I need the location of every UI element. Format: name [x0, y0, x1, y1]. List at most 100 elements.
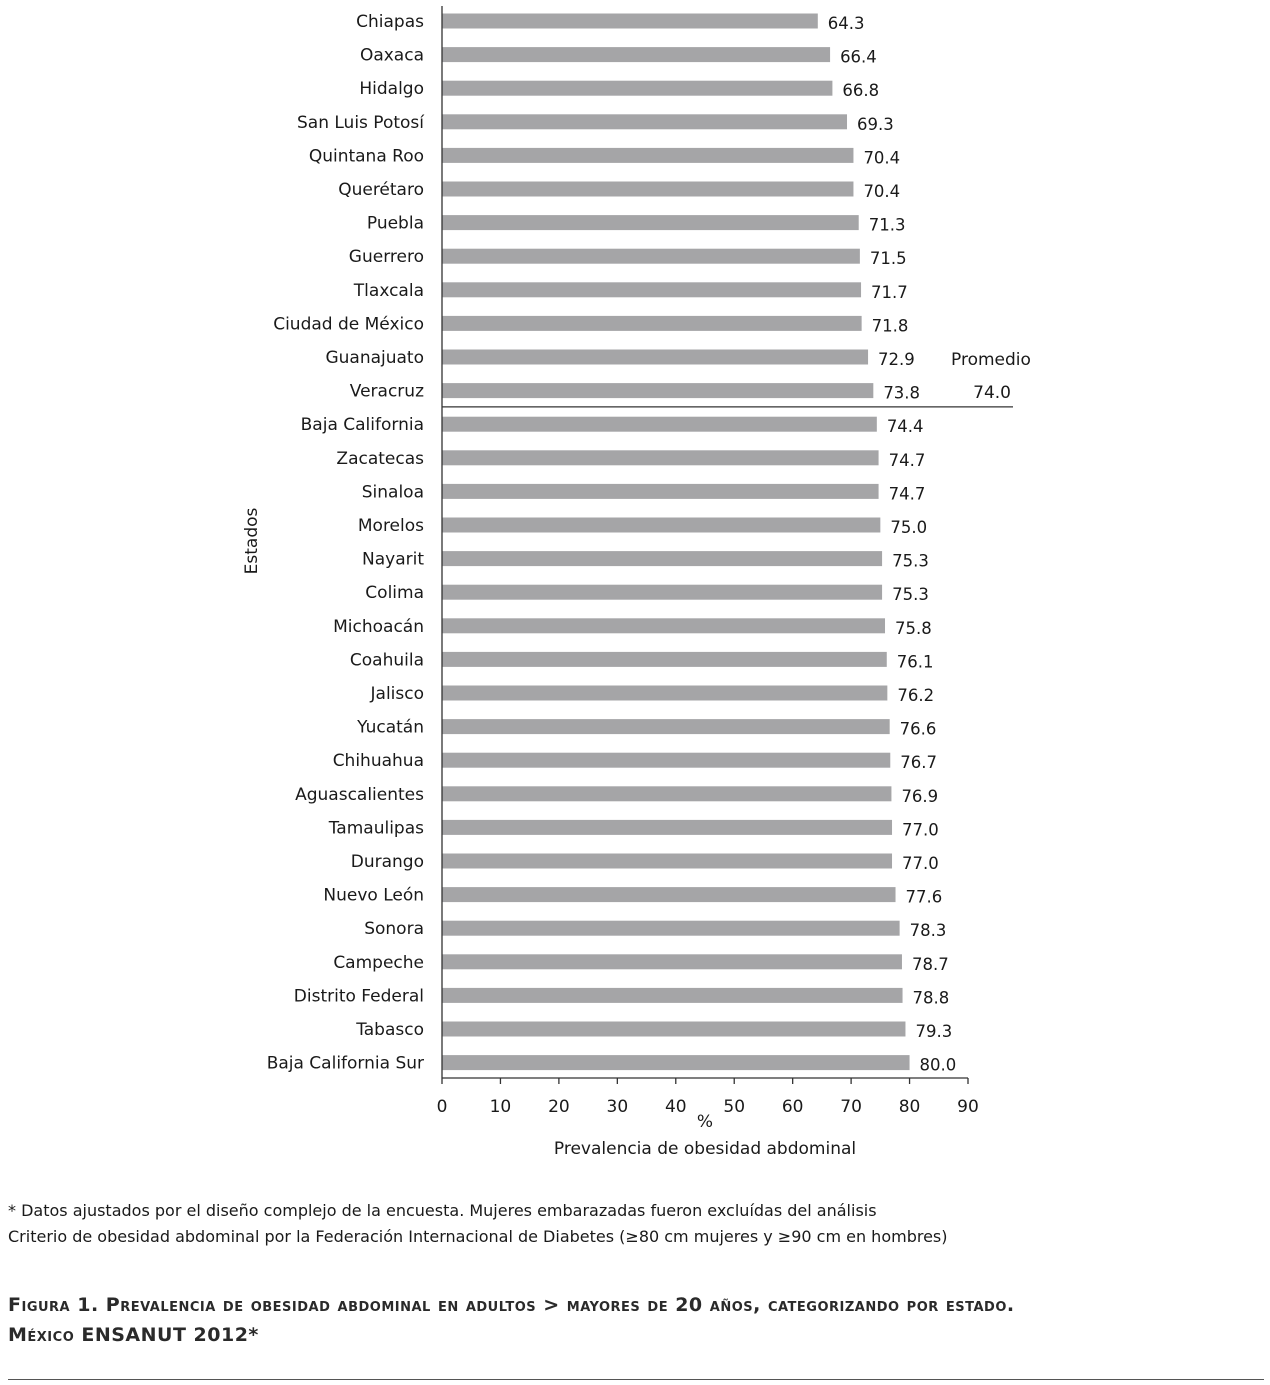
value-label-morelos: 75.0 [890, 518, 927, 537]
bar-san-luis-potosi [442, 114, 848, 130]
value-label-nayarit: 75.3 [892, 552, 929, 571]
category-label-ciudad-de-mexico: Ciudad de México [273, 314, 424, 334]
caption-line-1: Figura 1. Prevalencia de obesidad abdomi… [8, 1294, 1015, 1316]
bar-tlaxcala [442, 282, 862, 298]
category-label-tabasco: Tabasco [355, 1020, 424, 1040]
bottom-rule [8, 1379, 1264, 1380]
value-label-nuevo-leon: 77.6 [906, 888, 943, 907]
bar-durango [442, 853, 893, 869]
value-label-puebla: 71.3 [869, 216, 906, 235]
bar-guanajuato [442, 349, 869, 365]
x-tick-label-10: 10 [490, 1097, 512, 1117]
x-axis-ticks: 0 10 20 30 40 50 60 70 80 90 [437, 1078, 979, 1117]
x-tick-label-30: 30 [607, 1097, 629, 1117]
value-label-durango: 77.0 [902, 854, 939, 873]
category-label-baja-california: Baja California [301, 415, 424, 435]
x-tick-label-90: 90 [957, 1097, 979, 1117]
x-tick-label-40: 40 [665, 1097, 687, 1117]
category-label-nuevo-leon: Nuevo León [323, 886, 424, 906]
category-label-guanajuato: Guanajuato [325, 348, 424, 368]
bar-tamaulipas [442, 819, 893, 835]
bar-queretaro [442, 181, 854, 197]
bar-chihuahua [442, 752, 891, 768]
value-label-distrito-federal: 78.8 [913, 988, 950, 1007]
value-label-queretaro: 70.4 [863, 182, 900, 201]
category-label-guerrero: Guerrero [349, 247, 424, 267]
value-label-sinaloa: 74.7 [889, 484, 926, 503]
category-label-chihuahua: Chihuahua [333, 751, 424, 771]
category-label-campeche: Campeche [333, 953, 424, 973]
footnotes: * Datos ajustados por el diseño complejo… [8, 1198, 1258, 1250]
bar-puebla [442, 215, 859, 231]
category-label-hidalgo: Hidalgo [359, 79, 424, 99]
value-label-tamaulipas: 77.0 [902, 820, 939, 839]
category-label-morelos: Morelos [358, 516, 424, 536]
category-label-san-luis-potosi: San Luis Potosí [297, 113, 425, 133]
category-label-queretaro: Querétaro [338, 180, 424, 200]
value-label-michoacan: 75.8 [895, 619, 932, 638]
x-tick-label-20: 20 [548, 1097, 570, 1117]
category-label-aguascalientes: Aguascalientes [295, 785, 424, 805]
bar-morelos [442, 517, 881, 533]
value-label-chihuahua: 76.7 [900, 753, 937, 772]
x-axis-unit: % [697, 1112, 713, 1132]
bar-quintana-roo [442, 147, 854, 163]
category-label-durango: Durango [351, 852, 424, 872]
bar-guerrero [442, 248, 860, 264]
category-label-quintana-roo: Quintana Roo [309, 146, 424, 166]
value-label-oaxaca: 66.4 [840, 48, 877, 67]
promedio-label: Promedio [951, 350, 1031, 370]
category-label-nayarit: Nayarit [362, 550, 424, 570]
value-label-colima: 75.3 [892, 585, 929, 604]
bar-colima [442, 584, 883, 600]
category-label-tamaulipas: Tamaulipas [328, 818, 424, 838]
value-label-san-luis-potosi: 69.3 [857, 115, 894, 134]
category-label-chiapas: Chiapas [356, 12, 424, 32]
value-label-yucatan: 76.6 [900, 720, 937, 739]
bar-veracruz [442, 383, 874, 399]
bar-nayarit [442, 551, 883, 567]
bar-sinaloa [442, 483, 879, 499]
bar-campeche [442, 954, 902, 970]
bar-distrito-federal [442, 987, 903, 1003]
category-label-distrito-federal: Distrito Federal [294, 986, 424, 1006]
x-tick-label-50: 50 [723, 1097, 745, 1117]
bar-baja-california-sur [442, 1055, 910, 1071]
bars-layer [442, 13, 910, 1071]
category-label-oaxaca: Oaxaca [360, 46, 424, 66]
category-label-tlaxcala: Tlaxcala [353, 281, 424, 301]
category-label-sinaloa: Sinaloa [362, 482, 424, 502]
x-tick-label-0: 0 [437, 1097, 448, 1117]
bar-oaxaca [442, 47, 831, 63]
bar-ciudad-de-mexico [442, 315, 862, 331]
value-label-coahuila: 76.1 [897, 652, 934, 671]
x-axis-title: Prevalencia de obesidad abdominal [554, 1139, 856, 1159]
bar-aguascalientes [442, 786, 892, 802]
x-tick-label-80: 80 [899, 1097, 921, 1117]
bar-chart: Chiapas Oaxaca Hidalgo San Luis Potosí Quint… [242, 6, 1031, 1159]
footnote-2: Criterio de obesidad abdominal por la Fe… [8, 1227, 948, 1246]
x-tick-label-70: 70 [840, 1097, 862, 1117]
value-label-aguascalientes: 76.9 [901, 787, 938, 806]
value-label-guanajuato: 72.9 [878, 350, 915, 369]
bar-sonora [442, 920, 900, 936]
bar-jalisco [442, 685, 888, 701]
category-label-coahuila: Coahuila [350, 650, 424, 670]
value-label-zacatecas: 74.7 [889, 451, 926, 470]
bar-michoacan [442, 618, 886, 634]
value-label-chiapas: 64.3 [828, 14, 865, 33]
category-label-jalisco: Jalisco [370, 684, 424, 704]
bar-coahuila [442, 651, 887, 667]
category-label-veracruz: Veracruz [350, 382, 424, 402]
x-tick-label-60: 60 [782, 1097, 804, 1117]
value-label-ciudad-de-mexico: 71.8 [872, 316, 909, 335]
value-label-campeche: 78.7 [912, 955, 949, 974]
bar-baja-california [442, 416, 877, 432]
value-label-guerrero: 71.5 [870, 249, 907, 268]
value-label-tlaxcala: 71.7 [871, 283, 908, 302]
value-labels: 64.3 66.4 66.8 69.3 70.4 70.4 71.3 71.5 71.7 71.8… [828, 14, 957, 1075]
figure-caption: Figura 1. Prevalencia de obesidad abdomi… [8, 1290, 1263, 1350]
category-label-puebla: Puebla [367, 214, 424, 234]
y-axis-title: Estados [242, 507, 262, 574]
bar-chiapas [442, 13, 818, 29]
